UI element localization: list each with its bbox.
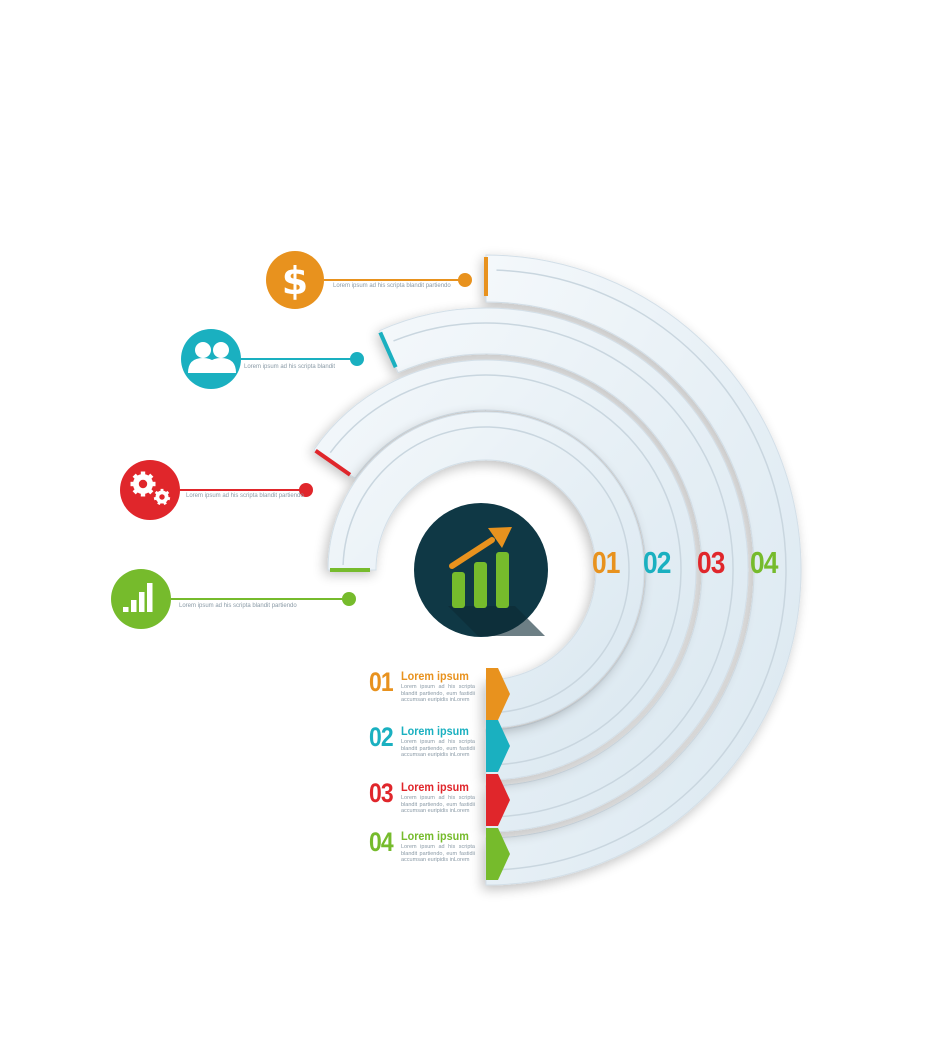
callout-text-2: Lorem ipsum ad his scripta blandit	[244, 364, 336, 370]
legend-number: 01	[369, 667, 394, 697]
callout-text-3: Lorem ipsum ad his scripta blandit parti…	[186, 493, 304, 499]
legend-description: Lorem ipsum ad his scripta blandit parti…	[401, 844, 475, 863]
legend-description: Lorem ipsum ad his scripta blandit parti…	[401, 795, 475, 814]
legend-title: Lorem ipsum	[401, 669, 469, 683]
legend-tab-4	[486, 828, 510, 880]
legend-item-3: 03 Lorem ipsum Lorem ipsum ad his script…	[369, 778, 481, 828]
gears-icon	[130, 471, 171, 505]
users-icon	[188, 342, 236, 373]
arc-line-2	[393, 322, 734, 818]
legend-item-4: 04 Lorem ipsum Lorem ipsum ad his script…	[369, 827, 481, 877]
arc-cap-3	[314, 449, 352, 477]
connector-dot-2	[350, 352, 364, 366]
legend-title: Lorem ipsum	[401, 724, 469, 738]
callout-text-1: Lorem ipsum ad his scripta blandit parti…	[333, 283, 451, 289]
legend-number: 02	[369, 722, 394, 752]
legend-number: 04	[369, 827, 394, 857]
arc-line-3	[329, 374, 682, 766]
arc-band-3	[313, 359, 697, 781]
legend-title: Lorem ipsum	[401, 829, 469, 843]
legend-description: Lorem ipsum ad his scripta blandit parti…	[401, 684, 475, 703]
legend-item-1: 01 Lorem ipsum Lorem ipsum ad his script…	[369, 667, 481, 717]
arc-band-1	[485, 254, 802, 886]
connector-dot-1	[458, 273, 472, 287]
arc-number-1: 01	[592, 545, 620, 580]
arc-band-2	[378, 307, 749, 833]
legend-tab-2	[486, 720, 510, 772]
legend-tab-3	[486, 774, 510, 826]
arc-line-4	[342, 426, 630, 714]
arc-number-3: 03	[697, 545, 725, 580]
arc-number-4: 04	[750, 545, 778, 580]
connector-dot-4	[342, 592, 356, 606]
legend-tab-1	[486, 668, 510, 720]
icon-circle-1	[266, 251, 324, 309]
svg-text:$: $	[282, 259, 308, 303]
bar-chart-icon	[123, 583, 153, 612]
center-shadow	[448, 606, 545, 636]
growth-chart-icon	[449, 527, 512, 608]
arc-band-4	[327, 411, 645, 729]
legend-title: Lorem ipsum	[401, 780, 469, 794]
arc-number-2: 02	[643, 545, 671, 580]
dollar-icon: $	[282, 259, 308, 303]
legend-item-2: 02 Lorem ipsum Lorem ipsum ad his script…	[369, 722, 481, 772]
legend-description: Lorem ipsum ad his scripta blandit parti…	[401, 739, 475, 758]
legend-number: 03	[369, 778, 394, 808]
callout-text-4: Lorem ipsum ad his scripta blandit parti…	[179, 603, 297, 609]
icon-circle-2	[181, 329, 241, 389]
connector-dot-3	[299, 483, 313, 497]
arc-cap-2	[378, 331, 398, 369]
arc-line-1	[485, 269, 787, 871]
